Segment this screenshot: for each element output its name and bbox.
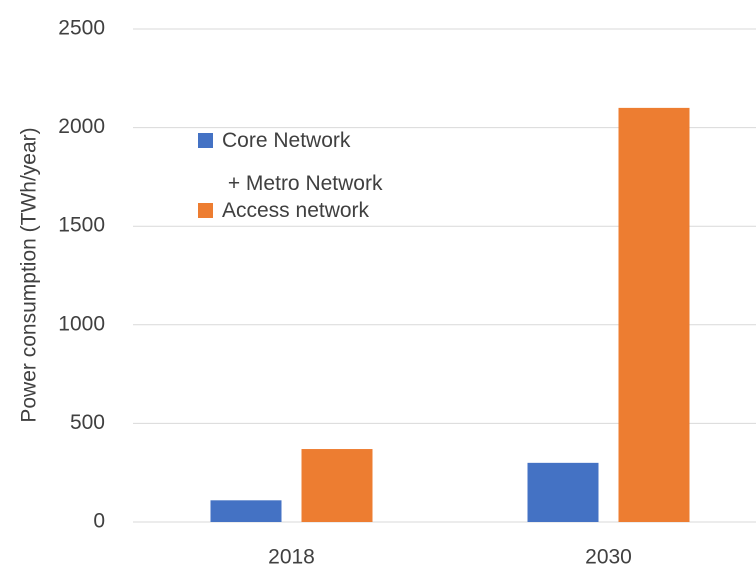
y-tick-label: 2000	[58, 115, 105, 138]
x-tick-label: 2030	[585, 546, 632, 569]
x-tick-label: 2018	[268, 546, 315, 569]
bar	[301, 449, 373, 522]
bar	[618, 107, 690, 522]
y-tick-label: 500	[70, 411, 105, 434]
bar	[527, 462, 599, 522]
legend-label: Core Network + Metro Network	[222, 129, 383, 195]
bar	[210, 500, 282, 522]
y-tick-label: 1500	[58, 214, 105, 237]
y-tick-label: 0	[93, 510, 105, 533]
y-tick-label: 2500	[58, 17, 105, 40]
legend-swatch	[198, 133, 213, 148]
y-tick-label: 1000	[58, 312, 105, 335]
y-axis-label: Power consumption (TWh/year)	[18, 127, 41, 422]
legend-swatch	[198, 203, 213, 218]
legend-label: Access network	[222, 199, 370, 222]
